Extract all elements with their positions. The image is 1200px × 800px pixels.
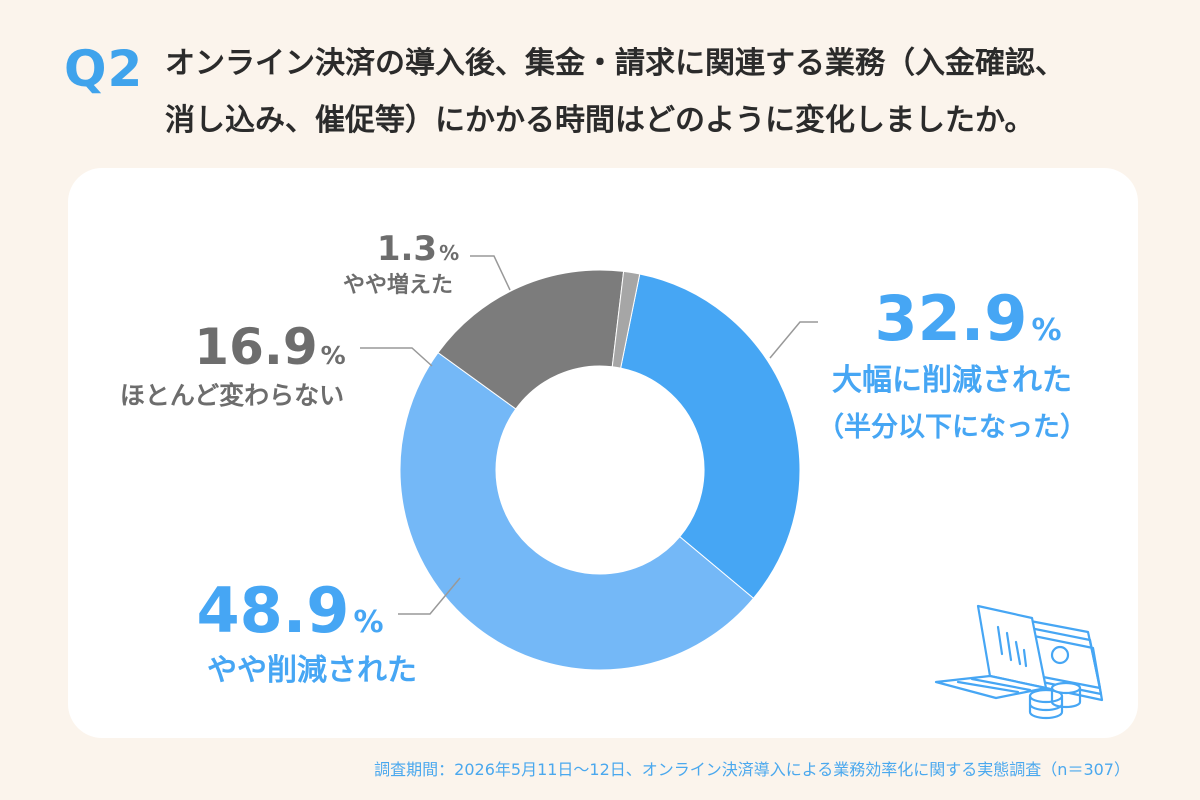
question-title-line-2: 消し込み、催促等）にかかる時間はどのように変化しましたか。: [165, 103, 1035, 138]
slice-2-label: やや削減された: [207, 653, 417, 688]
leader-line-slice-1: [769, 321, 818, 359]
slice-2-percent: 48.9%: [196, 574, 383, 647]
slice-1-percent: 32.9%: [874, 282, 1061, 355]
donut-slices: [399, 269, 801, 671]
laptop-chart-money-coins-icon: [934, 604, 1104, 720]
leader-line-slice-4: [470, 255, 511, 291]
donut-slice-4: [611, 270, 641, 369]
slice-3-label: ほとんど変わらない: [120, 381, 344, 410]
question-number-badge: Q2: [64, 40, 144, 98]
leader-line-slice-3: [360, 347, 433, 367]
donut-slice-2: [399, 351, 755, 671]
donut-slice-3: [437, 269, 625, 410]
slice-4-label: やや増えた: [343, 272, 453, 298]
slice-4-percent: 1.3%: [377, 229, 459, 269]
donut-slice-1: [620, 273, 801, 599]
slice-1-label: 大幅に削減された: [832, 363, 1072, 398]
question-title-line-1: オンライン決済の導入後、集金・請求に関連する業務（入金確認、: [165, 46, 1065, 81]
slice-1-sublabel: （半分以下になった）: [817, 412, 1087, 443]
leader-line-slice-2: [398, 577, 461, 615]
slice-3-percent: 16.9%: [194, 318, 345, 376]
survey-footnote: 調査期間：2026年5月11日～12日、オンライン決済導入による業務効率化に関す…: [374, 760, 1130, 779]
